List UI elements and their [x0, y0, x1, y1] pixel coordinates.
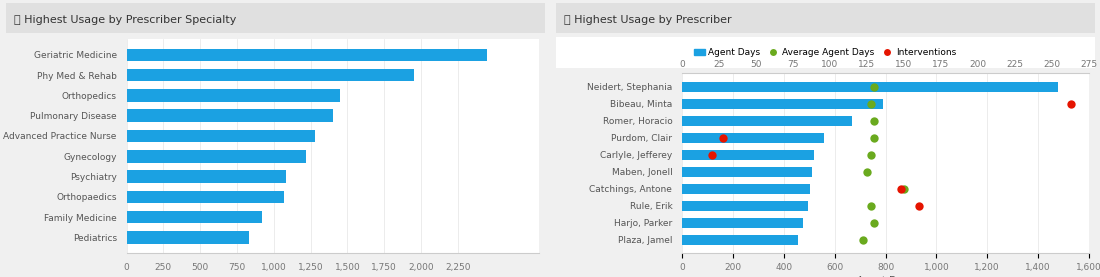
Bar [126, 89, 340, 102]
X-axis label: Agent Days: Agent Days [857, 276, 914, 277]
Bar [682, 82, 1058, 92]
Bar [682, 116, 852, 126]
Bar [682, 235, 798, 245]
Text: ⓘ Highest Usage by Prescriber: ⓘ Highest Usage by Prescriber [563, 14, 732, 25]
Bar [682, 184, 811, 194]
Bar [682, 133, 825, 143]
Bar [682, 99, 883, 109]
Bar [126, 191, 284, 203]
Legend: Agent Days, Average Agent Days, Interventions: Agent Days, Average Agent Days, Interven… [690, 45, 960, 61]
Bar [126, 211, 262, 224]
Bar [126, 130, 315, 142]
Bar [682, 218, 803, 228]
Bar [126, 69, 414, 81]
Bar [682, 150, 814, 160]
Bar [126, 48, 487, 61]
Text: ⓘ Highest Usage by Prescriber Specialty: ⓘ Highest Usage by Prescriber Specialty [13, 14, 236, 25]
Bar [126, 150, 306, 163]
Bar [126, 231, 249, 244]
Bar [126, 170, 286, 183]
Bar [682, 167, 812, 177]
Bar [682, 201, 807, 211]
Bar [126, 109, 332, 122]
